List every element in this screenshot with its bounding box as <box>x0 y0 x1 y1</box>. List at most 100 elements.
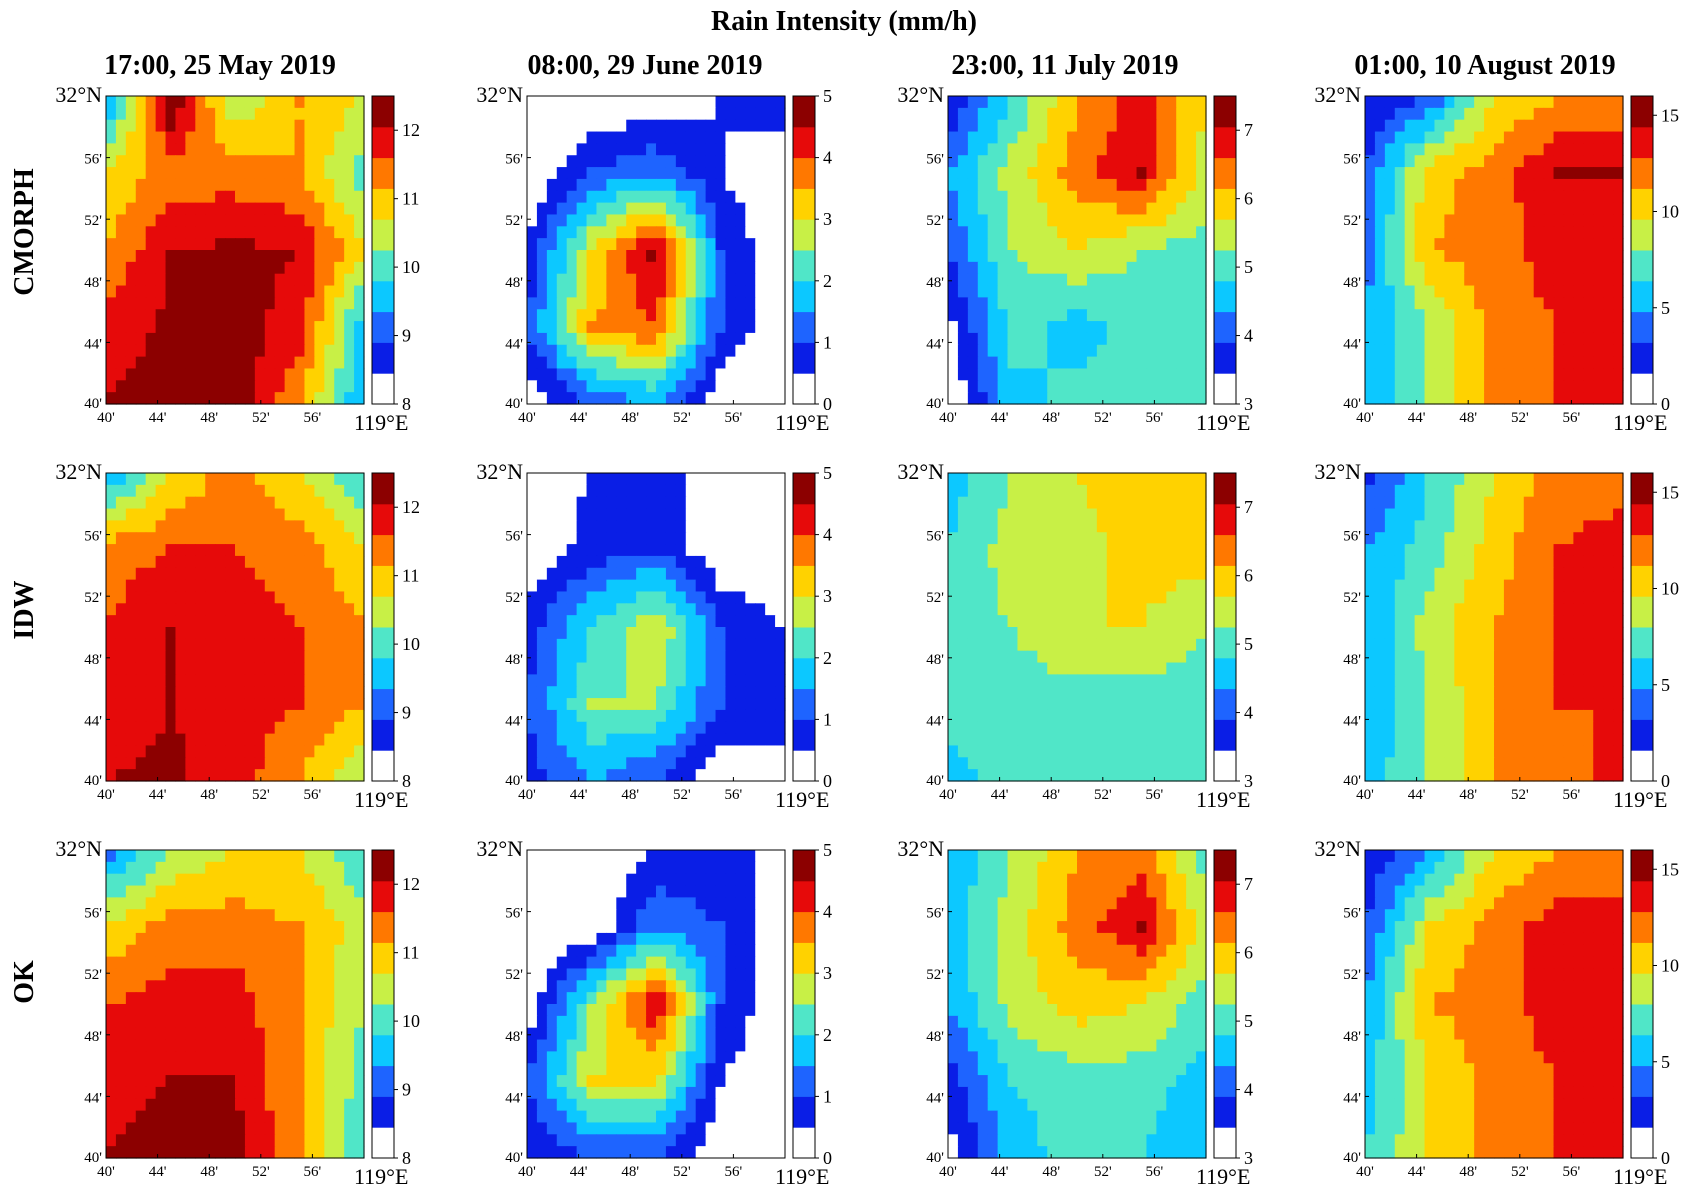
field-cell <box>1523 96 1535 109</box>
lon-tick-label: 40' <box>1356 410 1374 426</box>
field-cell <box>765 757 776 770</box>
field-cell <box>1513 261 1525 275</box>
field-cell <box>765 591 776 604</box>
field-cell <box>254 579 266 593</box>
field-cell <box>1394 119 1406 133</box>
field-cell <box>1365 107 1376 121</box>
field-cell <box>1474 368 1485 381</box>
field-cell <box>1106 309 1118 322</box>
field-cell <box>546 332 558 346</box>
field-cell <box>1613 226 1624 239</box>
field-cell <box>616 591 627 604</box>
field-cell <box>987 202 999 216</box>
field-cell <box>1503 356 1515 370</box>
field-cell <box>1146 721 1157 735</box>
field-cell <box>115 297 127 310</box>
field-cell <box>225 392 236 405</box>
field-cell <box>1553 131 1565 144</box>
field-cell <box>195 579 206 593</box>
field-cell <box>695 520 707 533</box>
field-cell <box>195 508 206 521</box>
field-cell <box>244 567 256 581</box>
field-cell <box>735 698 746 711</box>
field-cell <box>675 143 687 156</box>
field-cell <box>596 769 607 782</box>
field-cell <box>527 721 538 735</box>
field-cell <box>967 591 979 604</box>
field-cell <box>1444 96 1455 109</box>
field-cell <box>646 96 657 109</box>
field-cell <box>546 532 558 545</box>
field-cell <box>1017 226 1028 239</box>
field-cell <box>626 119 637 133</box>
field-cell <box>175 261 186 275</box>
field-cell <box>957 520 969 533</box>
field-cell <box>1176 273 1187 287</box>
field-cell <box>715 155 727 168</box>
field-cell <box>576 238 588 251</box>
field-cell <box>745 555 756 569</box>
field-cell <box>1057 226 1068 239</box>
field-cell <box>1146 167 1157 180</box>
field-cell <box>576 250 588 263</box>
field-cell <box>685 709 697 723</box>
colorbar-segment <box>372 750 394 782</box>
colorbar-segment <box>1214 96 1236 128</box>
field-cell <box>175 638 186 652</box>
field-cell <box>1166 155 1177 168</box>
field-cell <box>755 733 766 747</box>
field-cell <box>354 131 365 144</box>
field-cell <box>556 674 568 687</box>
field-cell <box>1077 321 1088 334</box>
field-cell <box>665 555 677 569</box>
field-cell <box>1414 321 1426 334</box>
field-cell <box>205 508 216 521</box>
field-cell <box>695 496 707 510</box>
field-cell <box>546 745 558 758</box>
field-cell <box>1186 579 1197 593</box>
field-cell <box>1106 638 1118 652</box>
field-cell <box>274 757 286 770</box>
field-cell <box>1374 143 1386 156</box>
field-cell <box>596 650 607 664</box>
field-cell <box>1563 190 1574 204</box>
field-cell <box>1603 392 1614 405</box>
field-cell <box>606 508 617 521</box>
field-cell <box>294 662 306 675</box>
field-cell <box>1027 532 1038 545</box>
field-cell <box>977 686 989 699</box>
field-cell <box>586 344 598 358</box>
field-cell <box>1454 368 1465 381</box>
field-cell <box>606 297 617 310</box>
field-cell <box>334 368 345 381</box>
field-cell <box>775 674 786 687</box>
field-cell <box>106 202 117 216</box>
field-cell <box>155 119 167 133</box>
field-cell <box>656 214 667 227</box>
field-cell <box>1086 238 1098 251</box>
field-cell <box>334 96 345 109</box>
colorbar-tick-label: 10 <box>1661 202 1679 222</box>
field-cell <box>125 698 137 711</box>
field-cell <box>205 202 216 216</box>
field-cell <box>1573 143 1584 156</box>
field-cell <box>1086 202 1098 216</box>
field-cell <box>1464 392 1475 405</box>
field-cell <box>354 662 365 675</box>
field-cell <box>1166 309 1177 322</box>
field-cell <box>115 473 127 486</box>
field-cell <box>1196 380 1207 393</box>
field-cell <box>1464 273 1475 287</box>
field-cell <box>264 733 276 747</box>
field-cell <box>235 733 246 747</box>
field-cell <box>566 261 578 275</box>
field-cell <box>254 733 266 747</box>
field-cell <box>765 496 776 510</box>
field-cell <box>1186 285 1197 298</box>
field-cell <box>354 261 365 275</box>
field-cell <box>354 356 365 370</box>
field-cell <box>1365 285 1376 298</box>
field-cell <box>1464 190 1475 204</box>
field-cell <box>1126 107 1138 121</box>
